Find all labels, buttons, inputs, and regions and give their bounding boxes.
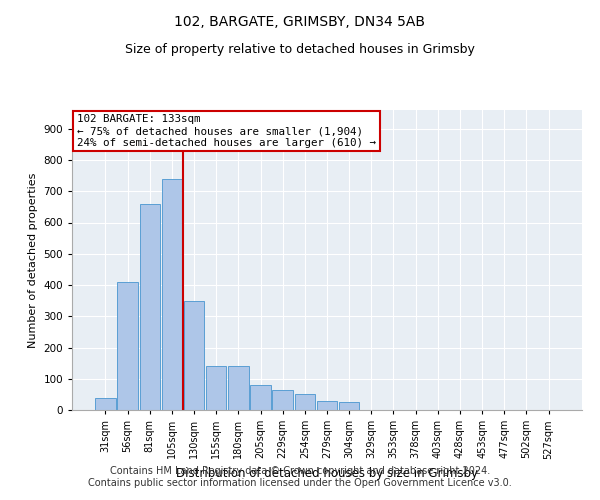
Bar	[317, 400, 337, 410]
X-axis label: Distribution of detached houses by size in Grimsby: Distribution of detached houses by size …	[176, 467, 478, 480]
Text: 102 BARGATE: 133sqm
← 75% of detached houses are smaller (1,904)
24% of semi-det: 102 BARGATE: 133sqm ← 75% of detached ho…	[77, 114, 376, 148]
Text: Contains HM Land Registry data © Crown copyright and database right 2024.
Contai: Contains HM Land Registry data © Crown c…	[88, 466, 512, 487]
Y-axis label: Number of detached properties: Number of detached properties	[28, 172, 38, 348]
Bar	[272, 390, 293, 410]
Bar	[228, 366, 248, 410]
Bar	[339, 402, 359, 410]
Bar	[206, 366, 226, 410]
Bar	[295, 394, 315, 410]
Bar	[184, 300, 204, 410]
Bar	[250, 385, 271, 410]
Bar	[140, 204, 160, 410]
Text: Size of property relative to detached houses in Grimsby: Size of property relative to detached ho…	[125, 42, 475, 56]
Text: 102, BARGATE, GRIMSBY, DN34 5AB: 102, BARGATE, GRIMSBY, DN34 5AB	[175, 15, 425, 29]
Bar	[161, 179, 182, 410]
Bar	[95, 398, 116, 410]
Bar	[118, 282, 138, 410]
